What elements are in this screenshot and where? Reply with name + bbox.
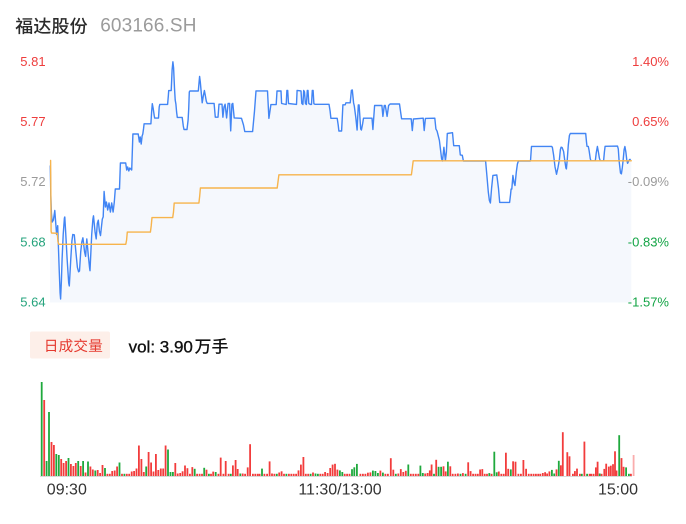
svg-text:11:30/13:00: 11:30/13:00 [298,482,381,499]
svg-text:1.40%: 1.40% [632,54,669,69]
svg-text:-1.57%: -1.57% [628,294,670,309]
svg-text:vol: 3.90: vol: 3.90 [129,338,193,357]
svg-text:09:30: 09:30 [47,482,87,499]
svg-text:-0.83%: -0.83% [628,234,670,249]
svg-text:0.65%: 0.65% [632,114,669,129]
svg-text:5.64: 5.64 [20,294,45,309]
svg-text:-0.09%: -0.09% [628,174,670,189]
svg-text:5.77: 5.77 [20,114,45,129]
svg-text:5.72: 5.72 [20,174,45,189]
svg-text:15:00: 15:00 [598,482,638,499]
svg-text:5.68: 5.68 [20,234,45,249]
svg-text:5.81: 5.81 [20,54,45,69]
svg-text:603166.SH: 603166.SH [100,16,196,37]
